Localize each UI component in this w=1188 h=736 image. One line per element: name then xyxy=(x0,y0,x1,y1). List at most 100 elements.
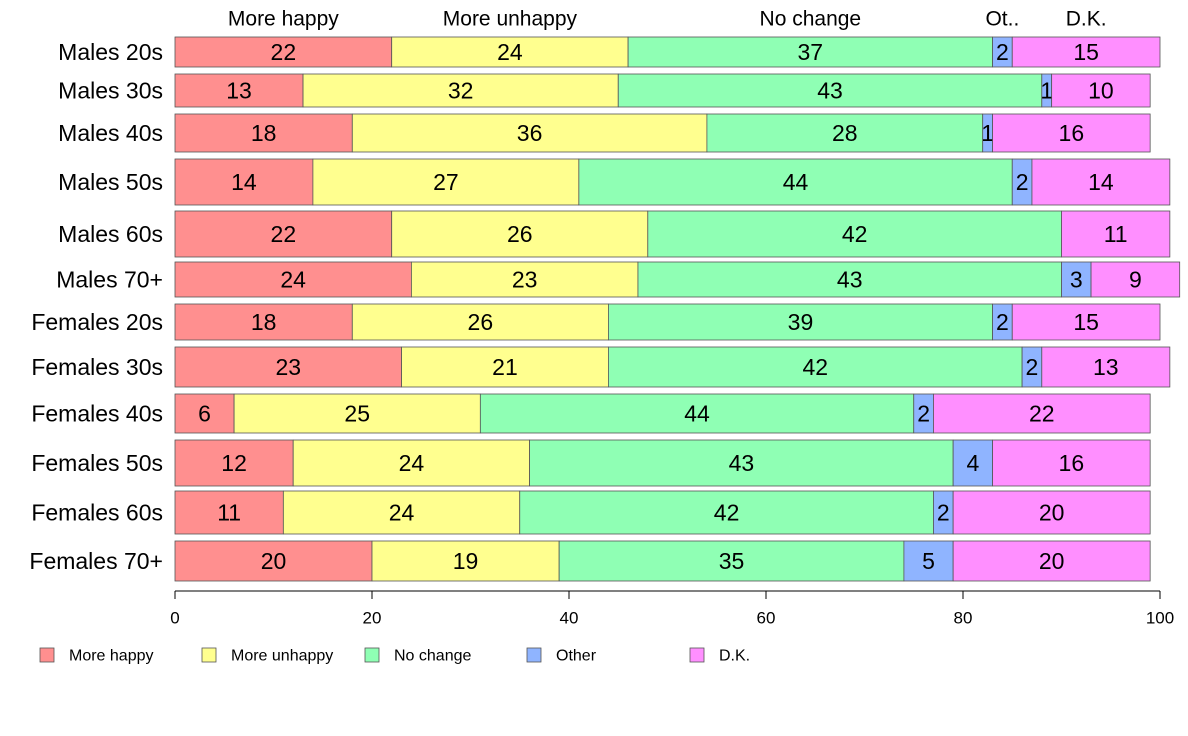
bar-segment xyxy=(519,490,934,535)
series-top-label: D.K. xyxy=(1066,8,1107,31)
data-label: 18 xyxy=(251,309,277,335)
data-label: 27 xyxy=(433,169,459,195)
x-tick-label: 0 xyxy=(170,609,179,628)
legend: More happy More unhappy No change Other D.K. xyxy=(39,647,750,665)
bar-segment xyxy=(174,113,353,153)
bar-segment xyxy=(401,346,609,388)
bar-segment xyxy=(174,490,284,535)
data-label: 2 xyxy=(917,401,930,427)
data-label: 24 xyxy=(497,39,523,65)
data-label: 14 xyxy=(1088,169,1114,195)
bar-segment xyxy=(627,36,993,68)
category-label: Males 70+ xyxy=(56,267,163,293)
row-labels: Males 20s Males 30s Males 40s Males 50s Male… xyxy=(29,39,163,574)
bar-segment xyxy=(174,73,304,108)
data-label: 26 xyxy=(507,221,533,247)
data-label: 32 xyxy=(448,78,474,104)
data-label: 2 xyxy=(1016,169,1029,195)
x-tick-label: 60 xyxy=(757,609,776,628)
bar-segment xyxy=(312,158,580,206)
data-label: 22 xyxy=(1029,401,1055,427)
data-label: 24 xyxy=(389,500,415,526)
top-labels: More happy More unhappy No change Ot.. D.K. xyxy=(228,8,1107,31)
data-label: 36 xyxy=(517,120,543,146)
series-top-label: Ot.. xyxy=(985,8,1019,31)
data-label: 26 xyxy=(468,309,494,335)
data-label: 2 xyxy=(937,500,950,526)
legend-swatch xyxy=(39,647,55,663)
category-label: Males 30s xyxy=(58,78,163,104)
bar-segment xyxy=(410,261,639,298)
data-label: 42 xyxy=(842,221,868,247)
data-label: 44 xyxy=(684,401,710,427)
bar-segment xyxy=(637,261,1062,298)
data-label: 11 xyxy=(217,500,241,526)
data-label: 43 xyxy=(817,78,843,104)
data-label: 11 xyxy=(1104,221,1128,247)
data-label: 6 xyxy=(198,401,211,427)
category-label: Females 70+ xyxy=(29,548,163,574)
data-label: 15 xyxy=(1073,39,1099,65)
category-label: Females 30s xyxy=(31,354,163,380)
bar-segment xyxy=(608,346,1023,388)
data-label: 22 xyxy=(271,221,297,247)
bar-segment xyxy=(174,261,412,298)
legend-label: More happy xyxy=(69,648,154,665)
data-label: 42 xyxy=(714,500,740,526)
bar-segment xyxy=(174,540,373,582)
data-label: 3 xyxy=(1070,267,1083,293)
data-label: 14 xyxy=(231,169,257,195)
legend-swatch xyxy=(201,647,217,663)
data-label: 20 xyxy=(1039,548,1065,574)
data-label: 2 xyxy=(996,39,1009,65)
bar-segment xyxy=(391,36,629,68)
legend-swatch xyxy=(689,647,705,663)
legend-swatch xyxy=(526,647,542,663)
category-label: Females 40s xyxy=(31,401,163,427)
bar-segment xyxy=(706,113,984,153)
category-label: Males 40s xyxy=(58,120,163,146)
bar-segment xyxy=(529,439,954,487)
bar-segment xyxy=(174,36,393,68)
data-label: 16 xyxy=(1059,450,1085,476)
data-label: 10 xyxy=(1088,78,1114,104)
bar-segment xyxy=(233,393,481,434)
bar-segment xyxy=(1051,73,1151,108)
x-tick-label: 20 xyxy=(363,609,382,628)
data-label: 13 xyxy=(1093,354,1119,380)
legend-swatch xyxy=(364,647,380,663)
bar-segment xyxy=(302,73,619,108)
bar-segment xyxy=(608,303,993,341)
bar-segment xyxy=(174,393,235,434)
data-label: 1 xyxy=(981,120,994,146)
data-label: 22 xyxy=(271,39,297,65)
data-label: 12 xyxy=(221,450,247,476)
bar-segment xyxy=(952,490,1151,535)
x-tick-label: 100 xyxy=(1146,609,1174,628)
series-top-label: More unhappy xyxy=(443,8,578,31)
category-label: Males 60s xyxy=(58,221,163,247)
data-label: 15 xyxy=(1073,309,1099,335)
series-top-label: More happy xyxy=(228,8,339,31)
data-label: 23 xyxy=(275,354,301,380)
data-label: 21 xyxy=(492,354,518,380)
category-label: Females 20s xyxy=(31,309,163,335)
bar-segment xyxy=(391,210,649,258)
data-label: 43 xyxy=(837,267,863,293)
data-label: 19 xyxy=(453,548,479,574)
data-label: 43 xyxy=(729,450,755,476)
x-axis: 0 20 40 60 80 100 xyxy=(170,590,1174,628)
data-label: 44 xyxy=(783,169,809,195)
data-label: 35 xyxy=(719,548,745,574)
bar-segment xyxy=(992,113,1151,153)
bar-segment xyxy=(617,73,1043,108)
bar-segment xyxy=(1011,36,1161,68)
data-label: 23 xyxy=(512,267,538,293)
bar-segment xyxy=(1031,158,1171,206)
legend-label: D.K. xyxy=(719,648,750,665)
bar-segment xyxy=(1041,346,1171,388)
data-label: 25 xyxy=(344,401,370,427)
data-label: 18 xyxy=(251,120,277,146)
data-label: 28 xyxy=(832,120,858,146)
data-label: 9 xyxy=(1129,267,1142,293)
